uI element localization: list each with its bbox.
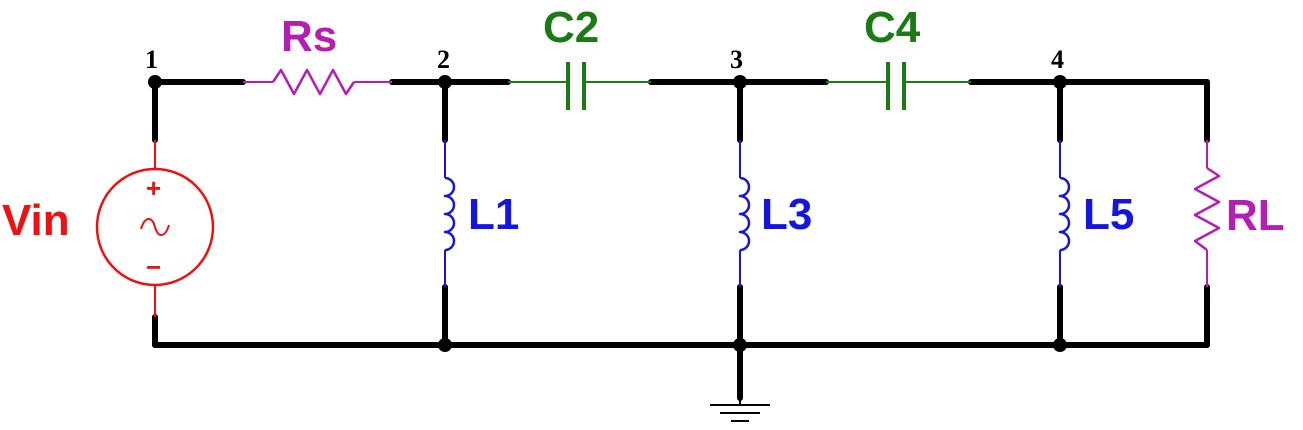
junction-node-1 <box>148 75 162 89</box>
sine-wave-icon <box>140 218 170 236</box>
inductor-l5-icon <box>1058 140 1071 287</box>
label-c2: C2 <box>543 3 599 52</box>
capacitor-c2-icon <box>508 62 651 110</box>
label-vin: Vin <box>2 196 70 245</box>
label-rl: RL <box>1226 191 1285 240</box>
node-number-2: 2 <box>437 45 450 74</box>
resistor-rs-icon <box>243 68 392 96</box>
junction-node-4 <box>1053 75 1067 89</box>
label-l1: L1 <box>468 190 519 239</box>
junctions <box>148 75 1067 352</box>
junction-bottom-l5 <box>1053 338 1067 352</box>
label-rs: Rs <box>281 12 337 61</box>
resistor-rl-icon <box>1193 140 1221 287</box>
junction-bottom-l3 <box>733 338 747 352</box>
label-l5: L5 <box>1083 190 1134 239</box>
junction-node-2 <box>438 75 452 89</box>
node-number-3: 3 <box>730 45 743 74</box>
junction-node-3 <box>733 75 747 89</box>
voltage-source-vin <box>95 140 215 317</box>
ground-icon <box>710 390 770 422</box>
junction-bottom-l1 <box>438 338 452 352</box>
node-number-1: 1 <box>145 45 158 74</box>
wires <box>152 79 1210 401</box>
inductor-l1-icon <box>443 140 456 287</box>
ac-source-icon <box>95 167 215 287</box>
label-l3: L3 <box>761 190 812 239</box>
inductor-l3-icon <box>738 140 751 287</box>
source-minus-sign: − <box>146 252 161 282</box>
capacitor-c4-icon <box>826 62 971 110</box>
node-number-4: 4 <box>1051 45 1064 74</box>
label-c4: C4 <box>864 3 921 52</box>
source-plus-sign: + <box>146 173 161 203</box>
